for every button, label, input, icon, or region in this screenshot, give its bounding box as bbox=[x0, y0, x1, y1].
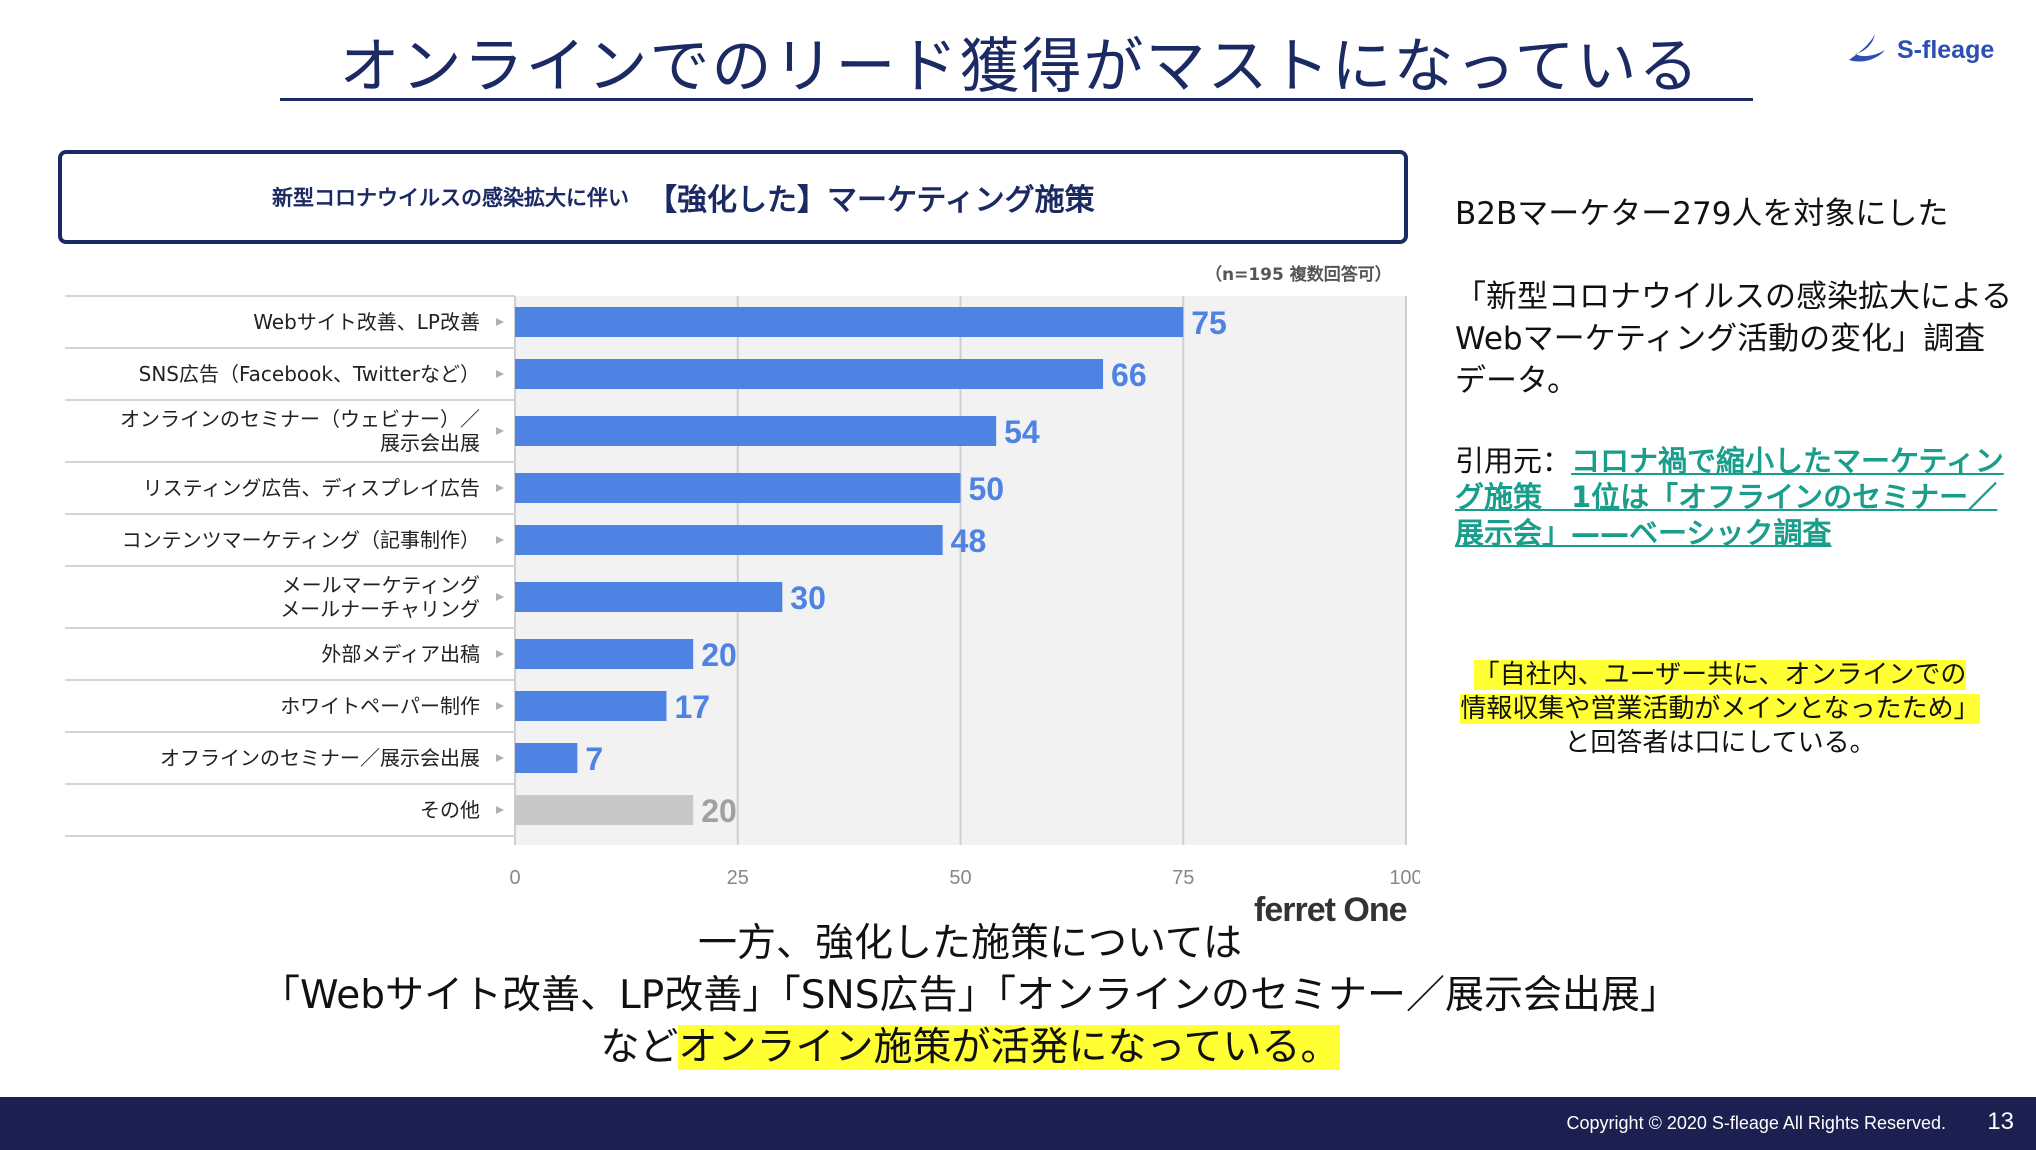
bar bbox=[515, 525, 943, 555]
data-label: 17 bbox=[674, 689, 710, 725]
summary-line-2: 「Webサイト改善、LP改善」「SNS広告」「オンラインのセミナー／展示会出展」 bbox=[261, 973, 1679, 1018]
citation: 引用元：コロナ禍で縮小したマーケティング施策 1位は「オフラインのセミナー／展示… bbox=[1455, 443, 2015, 551]
category-label: オフラインのセミナー／展示会出展 bbox=[160, 746, 480, 770]
row-marker bbox=[496, 806, 504, 814]
summary-line-3-plain: など bbox=[600, 1025, 679, 1070]
row-marker bbox=[496, 536, 504, 544]
footer-bar bbox=[0, 1097, 2036, 1150]
data-label: 48 bbox=[951, 523, 987, 559]
bar bbox=[515, 743, 578, 773]
quote-line-1: 「自社内、ユーザー共に、オンラインでの bbox=[1473, 660, 1967, 690]
category-label: その他 bbox=[420, 798, 480, 822]
summary-text: 一方、強化した施策については 「Webサイト改善、LP改善」「SNS広告」「オン… bbox=[60, 918, 1880, 1074]
x-tick-label: 0 bbox=[509, 867, 520, 889]
chart-title: 【強化した】マーケティング施策 bbox=[647, 183, 1095, 218]
data-label: 7 bbox=[585, 741, 603, 777]
logo-swoosh-icon bbox=[1849, 34, 1885, 62]
category-label: ホワイトペーパー制作 bbox=[280, 694, 480, 718]
logo-text: S-fleage bbox=[1897, 35, 1995, 64]
chart-sample-note: （n=195 複数回答可） bbox=[1205, 265, 1392, 285]
summary-highlight: オンライン施策が活発になっている。 bbox=[678, 1025, 1340, 1070]
citation-prefix: 引用元： bbox=[1455, 444, 1572, 478]
category-label: コンテンツマーケティング（記事制作） bbox=[122, 528, 480, 552]
row-marker bbox=[496, 484, 504, 492]
x-tick-label: 100 bbox=[1389, 867, 1420, 889]
bar bbox=[515, 307, 1184, 337]
source-brand: ferret One bbox=[1254, 891, 1407, 929]
x-tick-label: 25 bbox=[727, 867, 749, 889]
survey-name: 「新型コロナウイルスの感染拡大によるWebマーケティング活動の変化」調査データ。 bbox=[1455, 279, 2013, 399]
bar bbox=[515, 795, 694, 825]
logo: S-fleage bbox=[1845, 30, 1994, 70]
respondent-quote: 「自社内、ユーザー共に、オンラインでの 情報収集や営業活動がメインとなったため」… bbox=[1420, 658, 2020, 760]
row-marker bbox=[496, 593, 504, 601]
bar bbox=[515, 416, 997, 446]
citation-link[interactable]: コロナ禍で縮小したマーケティング施策 1位は「オフラインのセミナー／展示会」——… bbox=[1455, 444, 2004, 550]
row-marker bbox=[496, 702, 504, 710]
data-label: 20 bbox=[701, 793, 737, 829]
row-marker bbox=[496, 370, 504, 378]
summary-line-1: 一方、強化した施策については bbox=[697, 921, 1243, 966]
page-title: オンラインでのリード獲得がマストになっている bbox=[339, 32, 1701, 102]
data-label: 75 bbox=[1191, 305, 1227, 341]
row-marker bbox=[496, 754, 504, 762]
copyright: Copyright © 2020 S-fleage All Rights Res… bbox=[1566, 1113, 1946, 1133]
title-underline bbox=[280, 98, 1753, 101]
category-label: Webサイト改善、LP改善 bbox=[253, 310, 480, 334]
category-label: リスティング広告、ディスプレイ広告 bbox=[143, 476, 480, 500]
summary-line-3: などオンライン施策が活発になっている。 bbox=[60, 1022, 1880, 1074]
bar-chart: 75 Webサイト改善、LP改善 66 SNS広告（Facebook、Twitterな… bbox=[65, 295, 1420, 889]
chart-title-banner: 新型コロナウイルスの感染拡大に伴い 【強化した】マーケティング施策 bbox=[58, 150, 1408, 244]
page-number: 13 bbox=[1987, 1108, 2014, 1135]
chart-subtitle: 新型コロナウイルスの感染拡大に伴い bbox=[272, 186, 629, 210]
category-label: メールナーチャリング bbox=[280, 597, 480, 621]
category-label: 展示会出展 bbox=[380, 431, 480, 455]
category-label: SNS広告（Facebook、Twitterなど） bbox=[139, 362, 480, 386]
bar bbox=[515, 359, 1104, 389]
survey-description: B2Bマーケター279人を対象にした bbox=[1455, 196, 1949, 232]
data-label: 20 bbox=[701, 637, 737, 673]
data-label: 66 bbox=[1111, 357, 1147, 393]
bar bbox=[515, 582, 783, 612]
data-label: 54 bbox=[1004, 414, 1040, 450]
data-label: 50 bbox=[969, 471, 1005, 507]
x-tick-label: 75 bbox=[1172, 867, 1194, 889]
category-label: メールマーケティング bbox=[282, 573, 480, 597]
row-marker bbox=[496, 650, 504, 658]
data-label: 30 bbox=[790, 580, 826, 616]
row-marker bbox=[496, 427, 504, 435]
bar bbox=[515, 691, 667, 721]
x-tick-label: 50 bbox=[949, 867, 971, 889]
quote-tail: と回答者は口にしている。 bbox=[1564, 728, 1876, 758]
category-label: 外部メディア出稿 bbox=[321, 642, 480, 666]
row-marker bbox=[496, 318, 504, 326]
bar bbox=[515, 473, 961, 503]
bar bbox=[515, 639, 694, 669]
quote-line-2: 情報収集や営業活動がメインとなったため」 bbox=[1460, 694, 1980, 724]
category-label: オンラインのセミナー（ウェビナー）／ bbox=[120, 407, 480, 431]
